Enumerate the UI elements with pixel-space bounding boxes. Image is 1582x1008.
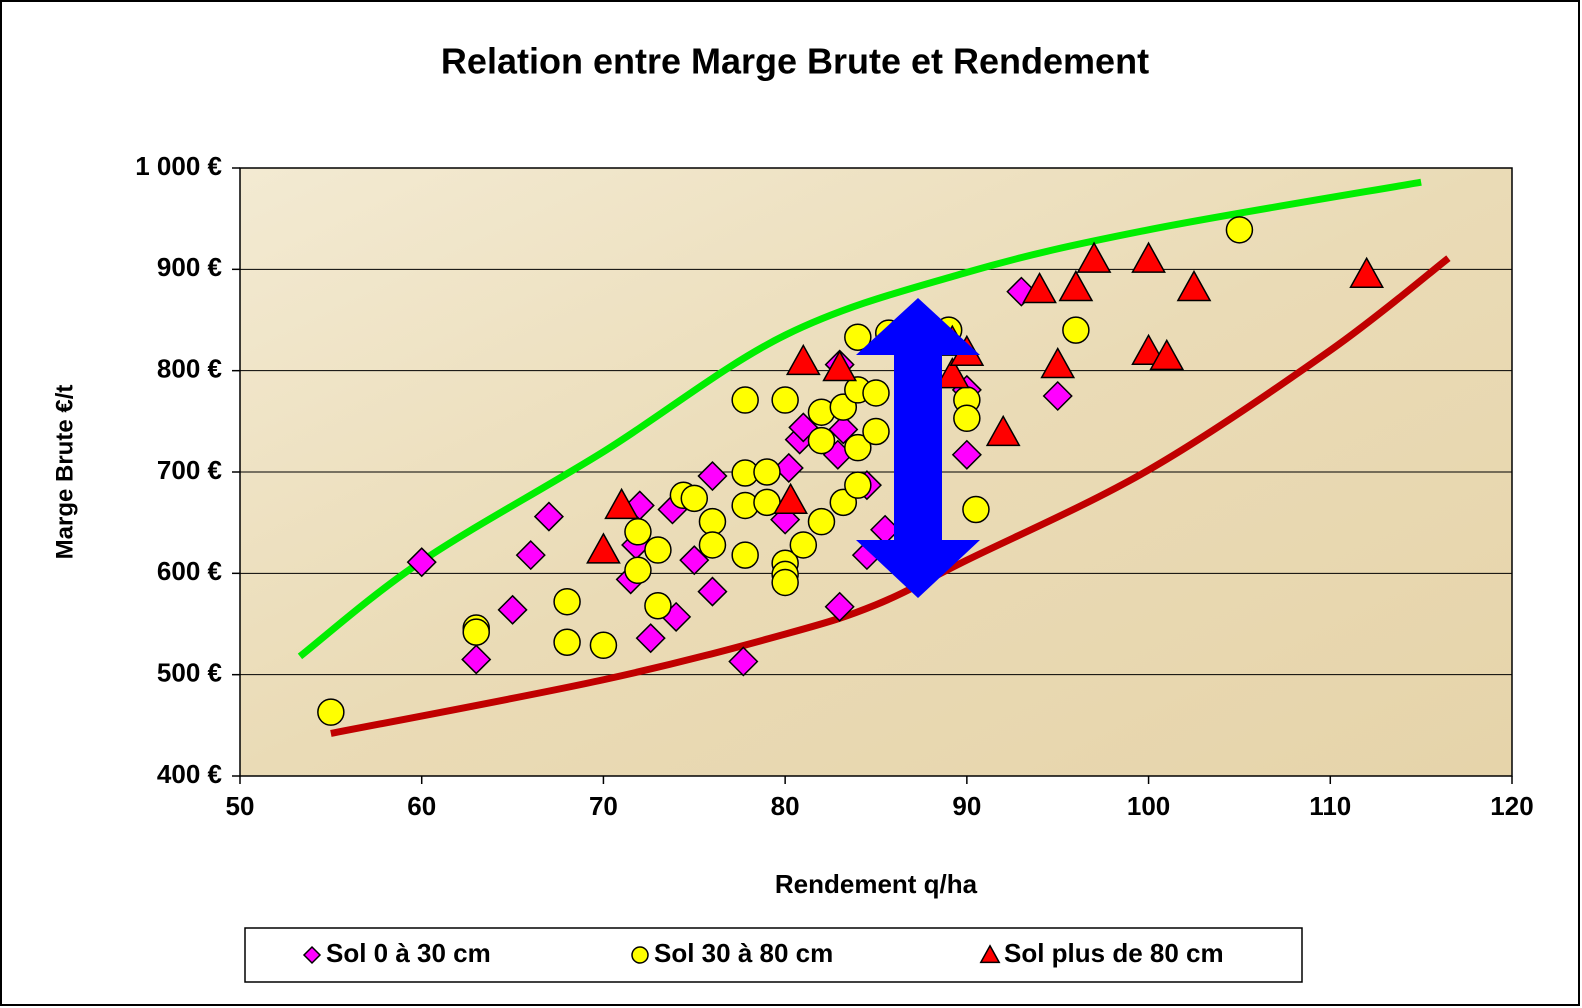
legend-items: Sol 0 à 30 cm Sol 30 à 80 cm Sol plus de 8… — [304, 938, 1224, 968]
point — [732, 542, 758, 568]
point — [732, 387, 758, 413]
y-axis-label: Marge Brute €/t — [51, 385, 78, 560]
x-tick-label: 110 — [1309, 791, 1351, 821]
y-tick-label: 900 € — [157, 252, 222, 282]
y-tick-label: 1 000 € — [135, 151, 222, 181]
y-tick-label: 400 € — [157, 759, 222, 789]
x-tick-label: 100 — [1127, 791, 1170, 821]
page: Relation entre Marge Brute et Rendement … — [0, 0, 1582, 1008]
x-tick-label: 70 — [589, 791, 618, 821]
point — [808, 509, 834, 535]
point — [1226, 217, 1252, 243]
point — [963, 496, 989, 522]
legend-label: Sol 0 à 30 cm — [326, 938, 491, 968]
point — [590, 632, 616, 658]
legend-label: Sol 30 à 80 cm — [654, 938, 833, 968]
x-tick-label: 50 — [226, 791, 255, 821]
point — [754, 459, 780, 485]
y-tick-label: 500 € — [157, 658, 222, 688]
chart: Relation entre Marge Brute et Rendement … — [0, 0, 1582, 1008]
y-tick-label: 800 € — [157, 354, 222, 384]
y-tick-label: 700 € — [157, 455, 222, 485]
point — [554, 589, 580, 615]
legend-label: Sol plus de 80 cm — [1004, 938, 1224, 968]
point — [681, 485, 707, 511]
chart-title: Relation entre Marge Brute et Rendement — [441, 41, 1149, 82]
x-tick-label: 60 — [407, 791, 436, 821]
point — [699, 532, 725, 558]
point — [318, 699, 344, 725]
point — [863, 380, 889, 406]
x-tick-label: 90 — [952, 791, 981, 821]
point — [625, 557, 651, 583]
x-axis-label: Rendement q/ha — [775, 869, 978, 899]
point — [625, 519, 651, 545]
point — [699, 509, 725, 535]
point — [772, 569, 798, 595]
point — [463, 619, 489, 645]
y-tick-label: 600 € — [157, 556, 222, 586]
legend-marker — [632, 947, 648, 963]
point — [954, 405, 980, 431]
point — [645, 593, 671, 619]
x-tick-label: 80 — [771, 791, 800, 821]
point — [863, 418, 889, 444]
point — [772, 387, 798, 413]
point — [1063, 317, 1089, 343]
x-tick-label: 120 — [1490, 791, 1533, 821]
point — [554, 629, 580, 655]
point — [790, 532, 816, 558]
point — [808, 428, 834, 454]
point — [645, 537, 671, 563]
point — [845, 472, 871, 498]
